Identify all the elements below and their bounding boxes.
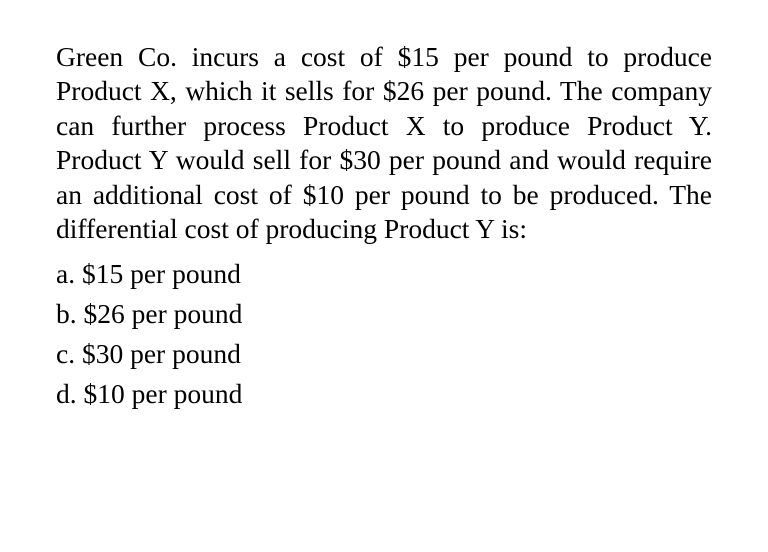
option-a: a. $15 per pound <box>56 254 712 294</box>
option-d: d. $10 per pound <box>56 374 712 414</box>
option-b: b. $26 per pound <box>56 294 712 334</box>
question-page: Green Co. incurs a cost of $15 per pound… <box>0 0 768 454</box>
question-text: Green Co. incurs a cost of $15 per pound… <box>56 40 712 246</box>
option-c: c. $30 per pound <box>56 334 712 374</box>
